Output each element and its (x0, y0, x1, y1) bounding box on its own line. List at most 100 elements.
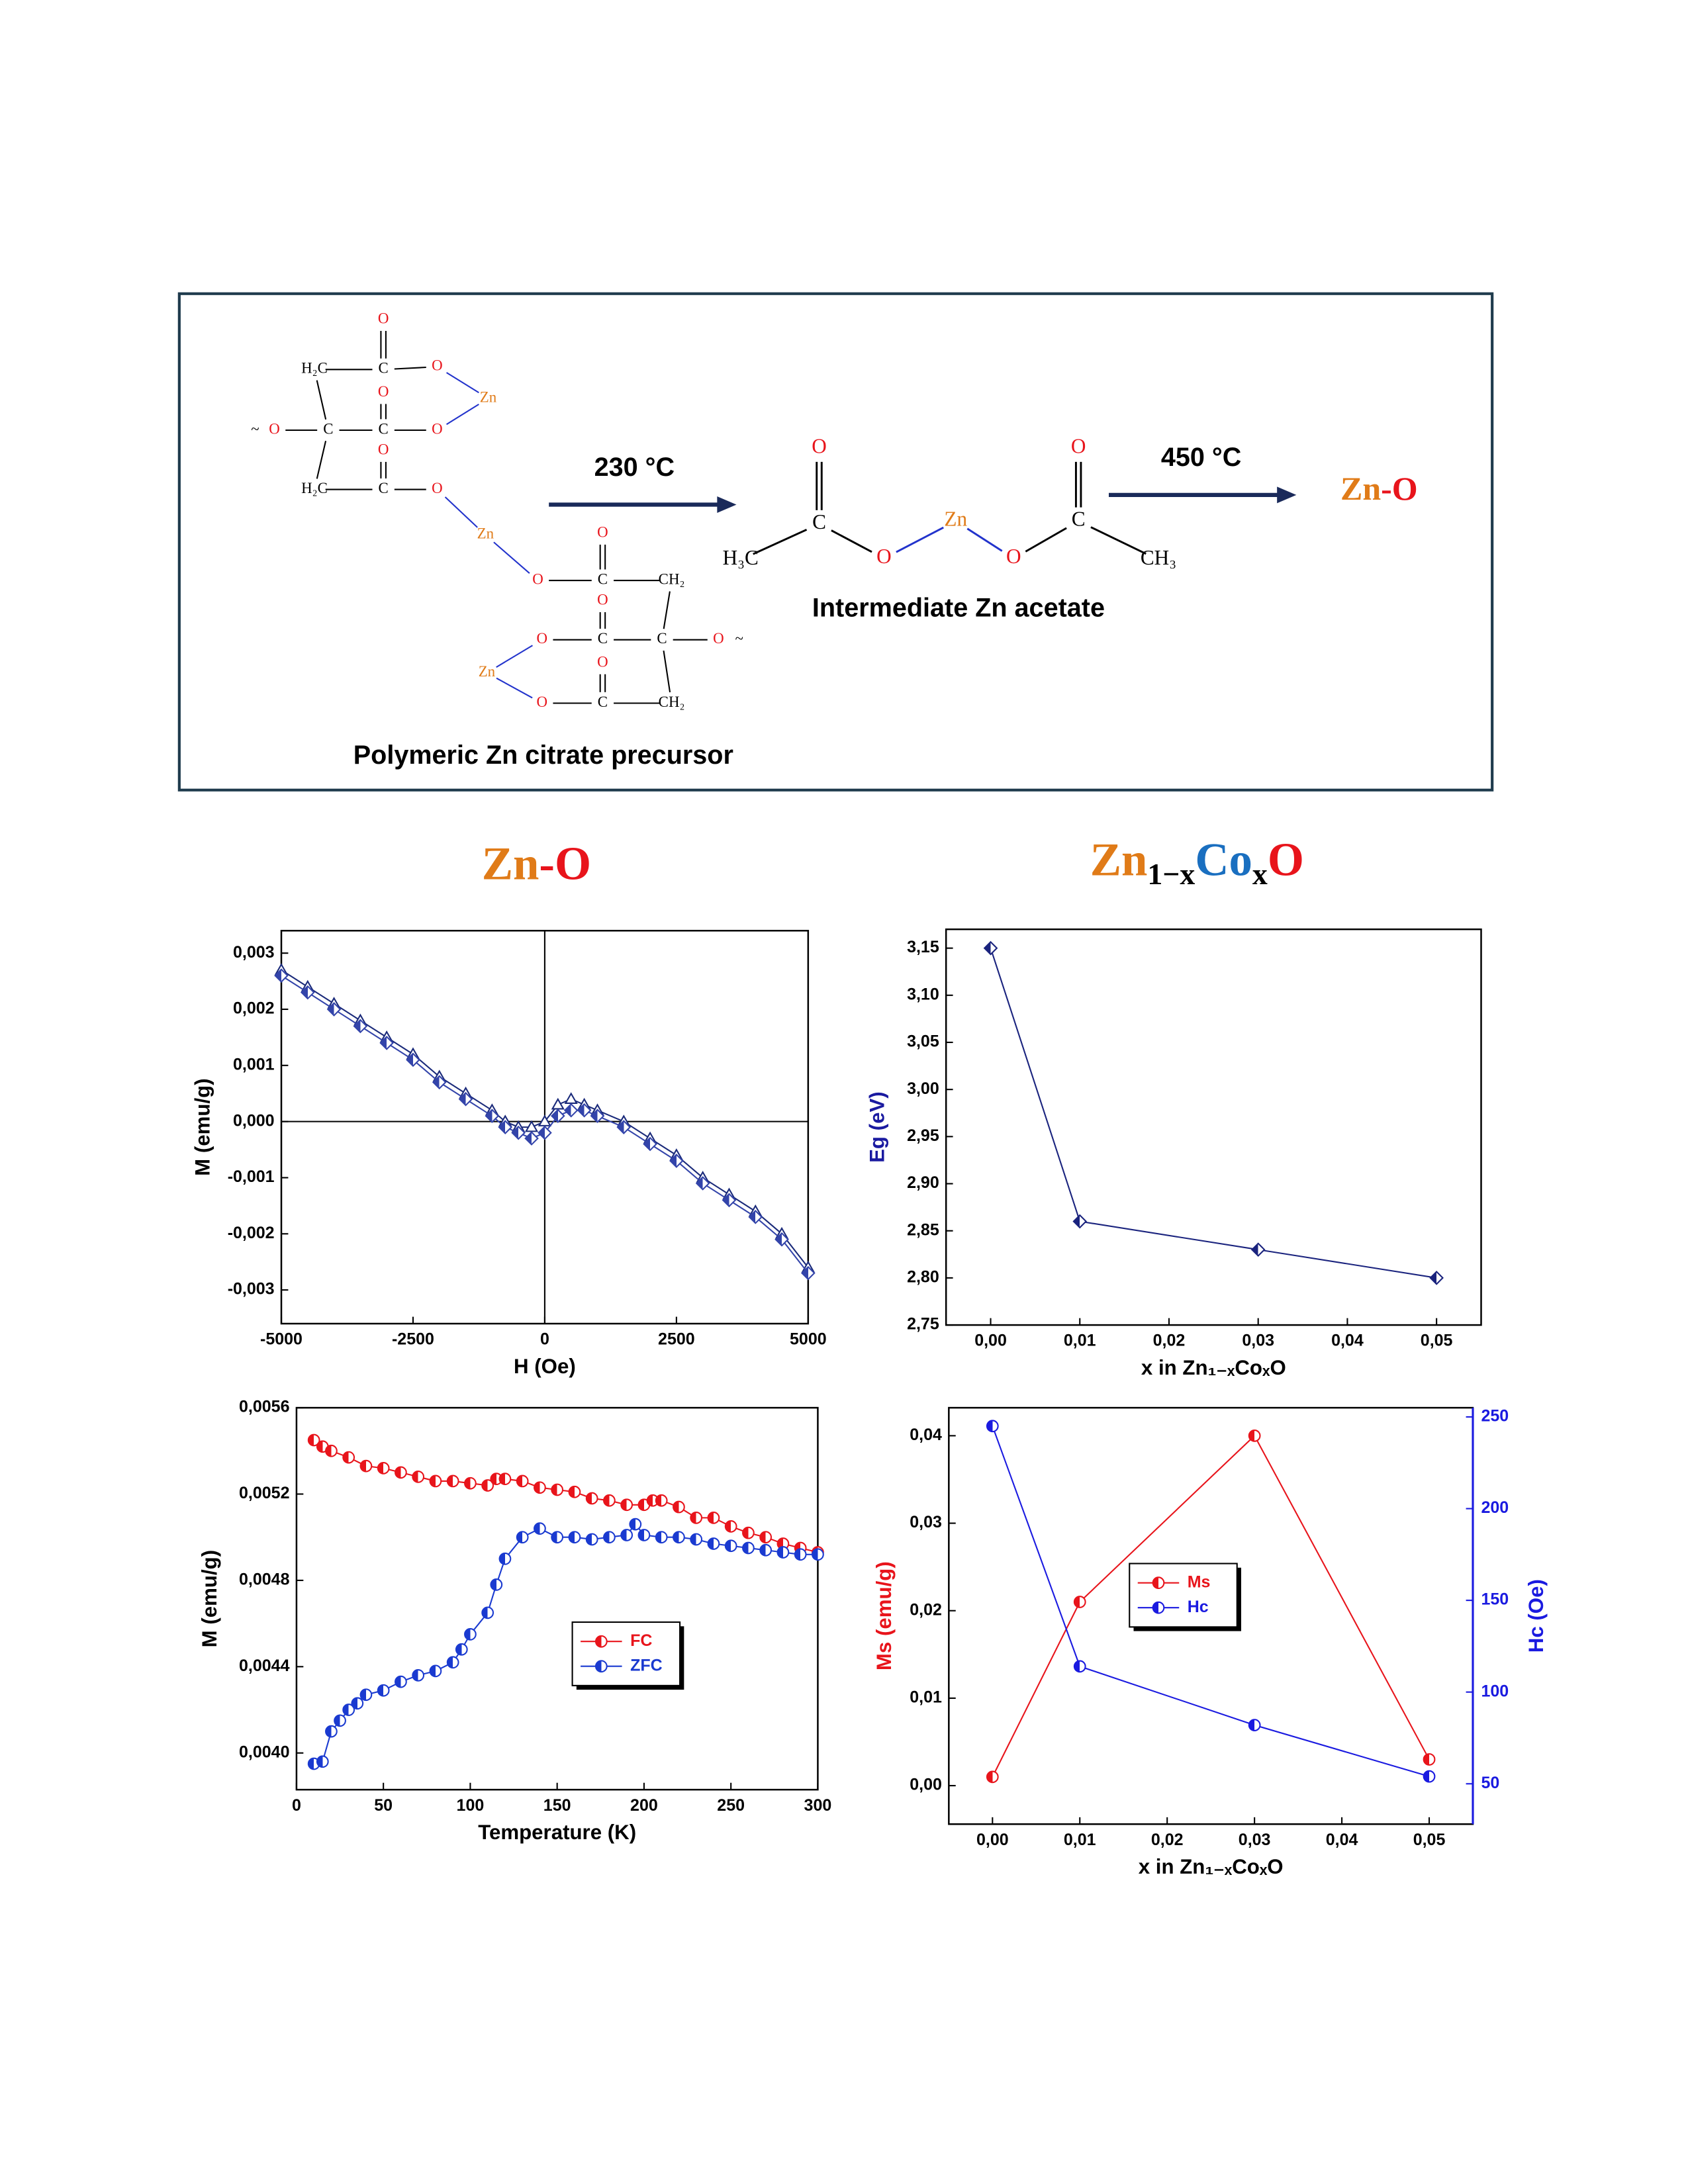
bond (446, 403, 479, 426)
x-tick-label: 200 (630, 1796, 658, 1815)
legend-label: FC (630, 1631, 652, 1650)
marker (534, 1481, 546, 1494)
marker (432, 1075, 447, 1090)
marker (695, 1176, 710, 1191)
heading: Zn-O (482, 839, 591, 890)
atom-label: O (812, 434, 827, 457)
series-line (990, 948, 1437, 1279)
marker (325, 1725, 338, 1738)
atom-label: C (598, 630, 608, 647)
atom-label: Zn (479, 663, 496, 680)
legend-label: ZFC (630, 1656, 663, 1674)
atom-label: CH₂ (659, 570, 685, 587)
marker (485, 1109, 500, 1124)
legend-box (1129, 1563, 1238, 1628)
x-tick-label: 2500 (658, 1330, 695, 1349)
x-tick-label: 50 (374, 1796, 393, 1815)
marker (563, 1103, 579, 1118)
bond (496, 677, 533, 699)
marker (538, 1125, 552, 1140)
x-tick-label: 0,04 (1326, 1831, 1358, 1849)
atom-label: ~ (251, 420, 259, 437)
x-tick-label: 0,01 (1064, 1332, 1096, 1350)
y-tick-label: 0,00 (910, 1776, 942, 1794)
marker (643, 1136, 657, 1152)
x-tick-label: 5000 (790, 1330, 827, 1349)
marker (812, 1548, 824, 1561)
x-tick-label: -5000 (260, 1330, 303, 1349)
atom-label: C (379, 480, 389, 496)
atom-label: O (536, 630, 547, 647)
marker (412, 1668, 425, 1682)
marker (673, 1531, 685, 1544)
y-tick-label: 0,0052 (239, 1484, 289, 1502)
marker (776, 1546, 790, 1559)
atom-label: C (379, 360, 389, 377)
legend-marker (1152, 1576, 1165, 1590)
marker (511, 1125, 526, 1140)
y-tick-label: 0,002 (233, 999, 275, 1018)
x-tick-label: 0,04 (1331, 1332, 1364, 1350)
marker (351, 1697, 364, 1710)
atom-label: H₃C (723, 546, 759, 569)
marker (395, 1675, 407, 1688)
x-tick-label: 0,00 (976, 1831, 1009, 1849)
y-tick-label: 0,0044 (239, 1657, 290, 1675)
marker (446, 1475, 459, 1488)
marker (794, 1548, 807, 1561)
x-tick-label: 0 (540, 1330, 549, 1349)
marker (774, 1232, 789, 1247)
atom-label: O (378, 441, 389, 458)
marker (406, 1052, 420, 1068)
marker (690, 1511, 703, 1524)
atom-label: O (876, 545, 892, 568)
marker (1072, 1214, 1088, 1229)
atom-label: C (1072, 508, 1086, 531)
x-tick-label: 0,01 (1064, 1831, 1096, 1849)
marker (707, 1537, 720, 1550)
y-axis-label: M (emu/g) (198, 1550, 221, 1647)
x-tick-label: 0,03 (1239, 1831, 1271, 1849)
x-tick-label: 0,05 (1413, 1831, 1446, 1849)
product: Zn-O (1340, 470, 1418, 507)
y2-tick-label: 50 (1481, 1774, 1500, 1792)
y-tick-label: 2,80 (907, 1268, 939, 1287)
precursor-caption: Polymeric Zn citrate precursor (353, 741, 733, 770)
y2-tick-label: 100 (1481, 1682, 1509, 1700)
y-tick-label: 0,02 (910, 1600, 942, 1619)
marker (590, 1109, 605, 1124)
marker (377, 1461, 390, 1475)
x-tick-label: 0,02 (1153, 1332, 1186, 1350)
marker (551, 1097, 565, 1110)
series-line (313, 1439, 818, 1553)
y2-axis-label: Hc (Oe) (1524, 1579, 1548, 1653)
marker (759, 1531, 773, 1544)
marker (564, 1092, 578, 1105)
marker (342, 1704, 355, 1716)
marker (524, 1120, 539, 1132)
marker (300, 985, 315, 1000)
marker (742, 1541, 755, 1555)
marker (379, 1036, 395, 1050)
marker (724, 1520, 737, 1533)
marker (1429, 1271, 1444, 1285)
marker (412, 1471, 425, 1483)
x-tick-label: 100 (457, 1796, 485, 1815)
series-line (992, 1434, 1430, 1778)
y-tick-label: 3,00 (907, 1079, 939, 1098)
bond (966, 527, 1003, 552)
atom-label: CH₂ (659, 694, 685, 710)
atom-label: Zn (480, 388, 497, 405)
arrow-head (1277, 486, 1297, 504)
product-part: -O (1381, 470, 1418, 507)
heading-part: Zn (482, 839, 539, 890)
bond (1025, 527, 1067, 553)
y2-tick-label: 150 (1481, 1590, 1509, 1609)
marker (655, 1531, 668, 1544)
atom-label: CH₃ (1141, 546, 1176, 569)
marker (395, 1466, 407, 1479)
y-tick-label: 0,003 (233, 943, 275, 962)
bond (663, 591, 671, 629)
marker (498, 1120, 513, 1134)
